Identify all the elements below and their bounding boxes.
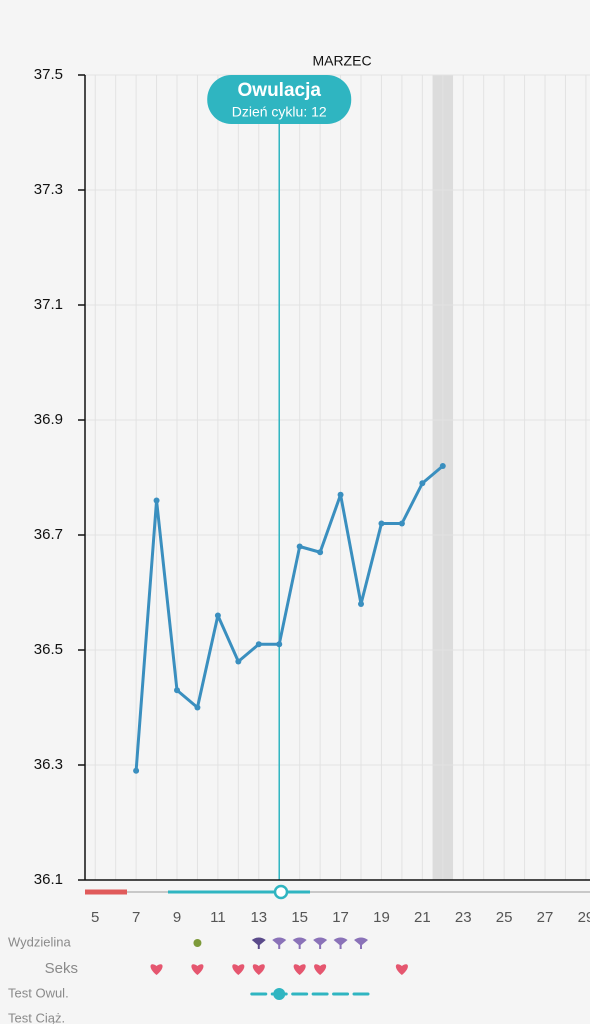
temperature-point: [255, 641, 262, 648]
temperature-point: [276, 641, 283, 648]
x-tick-label: 7: [132, 909, 140, 926]
x-tick-label: 9: [173, 909, 181, 926]
temperature-point: [337, 491, 344, 498]
x-tick-label: 13: [250, 909, 267, 926]
x-tick-label: 23: [455, 909, 472, 926]
temperature-point: [194, 704, 201, 711]
temperature-line: [134, 464, 444, 771]
x-tick-label: 29: [578, 909, 590, 926]
x-tick-label: 27: [537, 909, 554, 926]
temperature-point: [358, 601, 365, 607]
chart-title: MARZEC: [312, 53, 371, 69]
sex-heart: [314, 964, 327, 975]
y-tick-label: 36.5: [34, 641, 63, 658]
x-tick-label: 25: [496, 909, 513, 926]
sex-heart: [232, 964, 245, 975]
y-tick-label: 37.1: [34, 296, 63, 313]
ovulation-sublabel: Dzień cyklu: 12: [232, 104, 327, 120]
slider-handle[interactable]: [273, 884, 289, 900]
temperature-point: [235, 658, 242, 665]
temperature-point: [398, 520, 405, 527]
plot: Owulacja Dzień cyklu: 12: [133, 75, 446, 880]
y-tick-label: 36.9: [34, 411, 63, 428]
sex-heart: [252, 964, 265, 975]
temperature-point: [133, 767, 140, 774]
temperature-point: [174, 687, 181, 694]
x-tick-label: 5: [91, 909, 99, 926]
discharge-icon: [272, 937, 287, 949]
x-tick-label: 19: [373, 909, 390, 926]
y-tick-label: 37.5: [34, 66, 63, 83]
temperature-point: [439, 463, 446, 469]
tracker-label: Test Owul.: [8, 985, 69, 1000]
sex-heart: [395, 964, 408, 975]
y-tick-label: 36.7: [34, 526, 63, 543]
sex-heart: [150, 964, 163, 975]
temperature-point: [296, 543, 303, 550]
discharge-icon: [193, 939, 202, 947]
x-tick-label: 11: [210, 909, 226, 926]
temperature-point: [378, 520, 385, 527]
temperature-point: [153, 497, 160, 504]
sex-heart: [191, 964, 204, 975]
x-tick-label: 17: [332, 909, 349, 926]
y-tick-label: 37.3: [34, 181, 63, 198]
temperature-point: [419, 480, 426, 487]
x-tick-label: 21: [414, 909, 431, 926]
sex-heart: [293, 964, 306, 975]
y-tick-label: 36.1: [34, 871, 63, 888]
discharge-icon: [292, 937, 307, 949]
ovulation-label: Owulacja: [238, 80, 322, 101]
discharge-icon: [313, 937, 328, 949]
y-tick-label: 36.3: [34, 756, 63, 773]
temperature-point: [317, 549, 324, 556]
discharge-icon: [354, 937, 369, 949]
discharge-icon: [333, 937, 348, 949]
ovulation-test-positive: [273, 988, 286, 1000]
tracker-label: Seks: [45, 960, 78, 977]
x-tick-label: 15: [291, 909, 308, 926]
tracker-label: Wydzielina: [8, 934, 72, 949]
discharge-icon: [251, 937, 266, 949]
tracker-label: Test Ciąż.: [8, 1010, 65, 1024]
ovulation-badge: [207, 75, 352, 124]
temperature-point: [214, 612, 221, 619]
